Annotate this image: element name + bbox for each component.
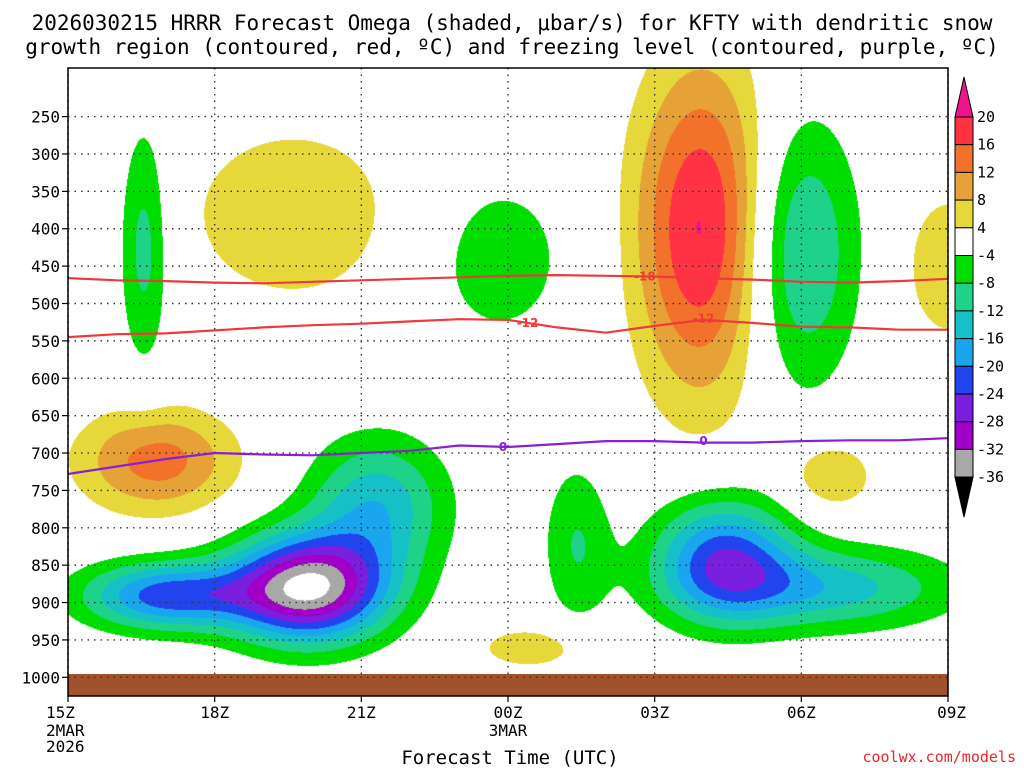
y-tick-label: 950 (31, 631, 60, 650)
colorbar-under-triangle (954, 476, 974, 518)
colorbar-label: -20 (977, 357, 1004, 375)
colorbar-label: -24 (977, 385, 1004, 403)
x-tick-label: 03Z (640, 703, 669, 722)
y-tick-label: 900 (31, 594, 60, 613)
y-tick-label: 1000 (21, 668, 60, 687)
chart-title-line1: 2026030215 HRRR Forecast Omega (shaded, … (32, 11, 993, 35)
chart-title-line2: growth region (contoured, red, ºC) and f… (25, 35, 999, 59)
colorbar-bin (954, 255, 974, 284)
y-tick-label: 700 (31, 444, 60, 463)
colorbar-bin (954, 199, 974, 229)
colorbar-bin (954, 338, 974, 367)
colorbar-bin (954, 421, 974, 450)
colorbar-label: 4 (977, 219, 986, 237)
y-tick-label: 800 (31, 519, 60, 538)
x-tick-sublabel: 3MAR (489, 721, 528, 740)
colorbar-label: -36 (977, 468, 1004, 486)
y-tick-label: 850 (31, 556, 60, 575)
contour-label: 0 (699, 434, 707, 448)
axes: 250 300 350 400 450 500 550 600 650 700 750 800 850 9… (21, 67, 966, 756)
x-tick-label: 18Z (200, 703, 229, 722)
colorbar-bin (954, 393, 974, 423)
y-tick-label: 450 (31, 257, 60, 276)
y-tick-label: 400 (31, 220, 60, 239)
colorbar-bin (954, 365, 974, 395)
temperature-contours: -18 -12 0 -12 0 (67, 269, 949, 476)
colorbar-label: -12 (977, 302, 1004, 320)
x-tick-label: 21Z (347, 703, 376, 722)
y-tick-label: 650 (31, 407, 60, 426)
x-tick-label: 06Z (787, 703, 816, 722)
y-tick-label: 250 (31, 108, 60, 127)
colorbar-label: 12 (977, 163, 995, 181)
x-tick-sublabel: 2MAR (46, 721, 85, 740)
colorbar-label: -32 (977, 440, 1004, 458)
colorbar-bin (954, 282, 974, 312)
colorbar-bin (954, 227, 974, 257)
contour-dgz-upper (67, 273, 949, 285)
y-tick-label: 300 (31, 145, 60, 164)
colorbar-bin (954, 144, 974, 173)
contour-label: -12 (517, 316, 539, 330)
colorbar-label: 20 (977, 108, 995, 126)
colorbar-label: -28 (977, 413, 1004, 431)
y-tick-label: 600 (31, 369, 60, 388)
contour-freezing-level (67, 437, 949, 476)
colorbar-label: 16 (977, 136, 995, 154)
contour-dgz-lower (67, 318, 948, 339)
omega-shading (68, 68, 948, 674)
colorbar-over-triangle (954, 76, 974, 118)
ground-band (68, 674, 948, 696)
colorbar-label: -4 (977, 247, 995, 265)
y-tick-label: 500 (31, 295, 60, 314)
contour-label: 0 (499, 440, 507, 454)
x-axis-title: Forecast Time (UTC) (401, 747, 618, 768)
y-tick-label: 350 (31, 182, 60, 201)
colorbar-bin (954, 448, 974, 478)
colorbar-label: -16 (977, 330, 1004, 348)
y-tick-label: 550 (31, 332, 60, 351)
x-tick-label: 09Z (937, 703, 966, 722)
colorbar-bin (954, 171, 974, 201)
colorbar-label: -8 (977, 274, 995, 292)
x-tick-sublabel: 2026 (46, 737, 85, 756)
x-tick-label: 00Z (494, 703, 523, 722)
colorbar-bin (954, 310, 974, 340)
colorbar-bin (954, 116, 974, 146)
contour-label: -18 (634, 269, 656, 283)
credit-text: coolwx.com/models (862, 748, 1016, 766)
contour-label: -12 (693, 311, 715, 325)
y-tick-label: 750 (31, 481, 60, 500)
colorbar-label: 8 (977, 191, 986, 209)
colorbar: 20 16 12 8 4 -4 -8 -12 -16 -20 -24 -28 -32 -36 (954, 76, 1004, 518)
x-tick-label: 15Z (46, 703, 75, 722)
